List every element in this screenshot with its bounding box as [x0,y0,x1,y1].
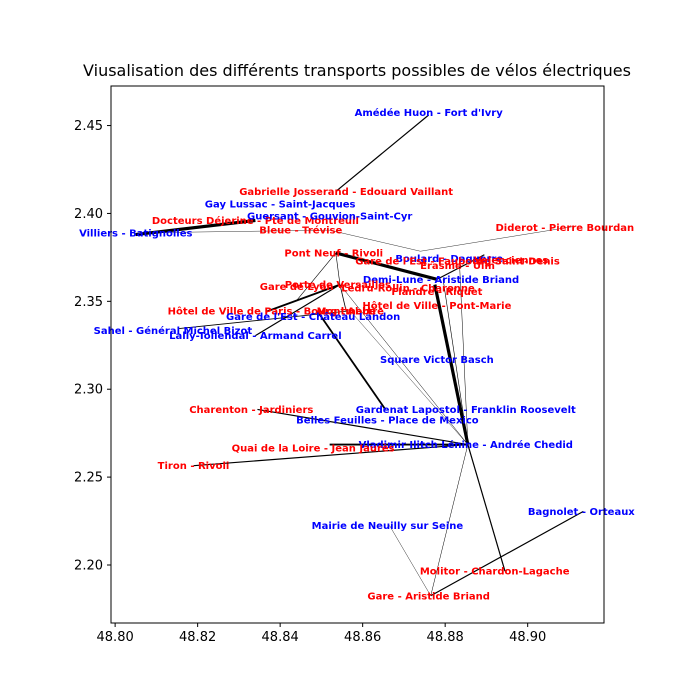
x-tick-label: 48.80 [97,630,134,645]
network-edge [350,310,469,445]
network-edge [430,444,469,596]
node-label-gardenat: Gardenat Lapostol - Franklin Roosevelt [356,405,576,416]
network-edge [339,284,469,445]
network-edge [335,114,430,192]
network-edge [389,525,431,596]
node-label-tiron: Tiron - Rivoli [158,461,230,472]
network-edge [442,279,469,445]
y-axis: 2.20 2.25 2.30 2.35 2.40 2.45 [74,119,111,573]
y-tick-label: 2.45 [74,119,103,134]
node-labels-layer: Amédée Huon - Fort d'Ivry Gabrielle Josse… [79,107,635,602]
node-label-lally: Lally-Tollendal - Armand Carrel [169,331,342,342]
y-tick-label: 2.35 [74,295,103,310]
node-label-villiers: Villiers - Batignolles [79,228,192,239]
x-tick-label: 48.86 [344,630,381,645]
network-edge [255,284,341,337]
network-edge [265,283,341,313]
x-axis: 48.80 48.82 48.84 48.86 48.88 48.90 [97,623,546,645]
y-tick-label: 2.40 [74,207,103,222]
node-label-valenciennes: Valenciennes [474,256,548,267]
node-label-hotelvillebh: Hôtel de Ville de Paris - Bourg l'Abbé [168,305,377,317]
network-edge [316,310,387,410]
network-edge [144,229,330,233]
network-edge [257,408,468,446]
y-tick-label: 2.20 [74,558,103,573]
node-label-charenton: Charenton - Jardiniers [189,405,313,416]
node-label-pontneuf: Pont Neuf - Rivoli [284,248,383,259]
network-edge [335,251,438,281]
node-label-boulard: Boulard - Daguerre [395,254,503,265]
node-label-portedeversailles: Porte de Versailles [285,280,391,291]
node-label-vladimir: Vladimir Ilitch Lénine - Andrée Chedid [359,439,573,451]
node-label-gaylussac: Gay Lussac - Saint-Jacques [205,199,356,210]
network-edge [135,218,256,237]
network-edge [193,443,468,467]
network-edge [467,444,506,572]
node-label-ledrurollin: Ledru-Rollin - Charonne [341,284,475,295]
network-edge [335,252,341,285]
network-edge [296,252,337,301]
node-label-erasme: Erasme - Ulm [420,261,495,272]
y-tick-label: 2.25 [74,471,103,486]
node-label-garedelyon: Gare de Lyon [260,282,334,293]
network-edge [436,254,485,280]
node-label-garest: Gare de l'Est - Faubourg Saint-Denis [355,256,560,267]
node-label-sahel: Sahel - Général Michel Bizot [94,325,253,337]
node-label-molitor: Molitor - Chardon-Lagache [420,567,570,578]
node-label-bagnolet: Bagnolet - Orteaux [528,507,635,518]
node-label-garechateau: Gare de l'Est - Château Landon [226,311,400,323]
node-label-flandre: Flandre - Riquet [391,287,482,298]
node-label-gabrielle: Gabrielle Josserand - Edouard Vaillant [239,187,453,198]
node-label-mairieneuilly: Mairie de Neuilly sur Seine [312,521,464,532]
network-edge [339,284,347,312]
network-edge [329,229,421,252]
node-label-docteurs: Docteurs Déjerine - Pte de Montreuil [152,215,359,227]
node-label-demilune: Demi-Lune - Aristide Briand [363,275,519,286]
node-label-montmartre: Montmartre [317,306,385,317]
node-label-diderot: Diderot - Pierre Bourdan [496,223,635,234]
network-edge [430,510,584,597]
network-edge [420,226,574,252]
x-tick-label: 48.90 [509,630,546,645]
node-label-hotelvillepm: Hôtel de Ville - Pont-Marie [362,300,511,312]
node-label-amedee: Amédée Huon - Fort d'Ivry [355,107,504,119]
edges-layer [135,114,584,597]
network-edge [459,265,469,445]
node-label-quailoire: Quai de la Loire - Jean Jaurès [232,443,395,455]
x-tick-label: 48.84 [262,630,299,645]
node-label-garearistide: Gare - Aristide Briand [367,591,489,602]
plot-frame [110,85,605,624]
plot-area [111,86,604,623]
x-tick-label: 48.82 [179,630,216,645]
y-tick-label: 2.30 [74,383,103,398]
node-label-bleue: Bleue - Trévise [259,225,342,237]
x-tick-label: 48.88 [427,630,464,645]
network-edge [433,284,470,445]
node-label-guersant: Guersant - Gouvion-Saint-Cyr [247,212,412,223]
node-label-bellesfeuilles: Belles Feuilles - Place de Mexico [296,415,479,426]
node-label-squarevb: Square Victor Basch [380,355,494,366]
chart-title: Viusalisation des différents transports … [83,61,631,80]
